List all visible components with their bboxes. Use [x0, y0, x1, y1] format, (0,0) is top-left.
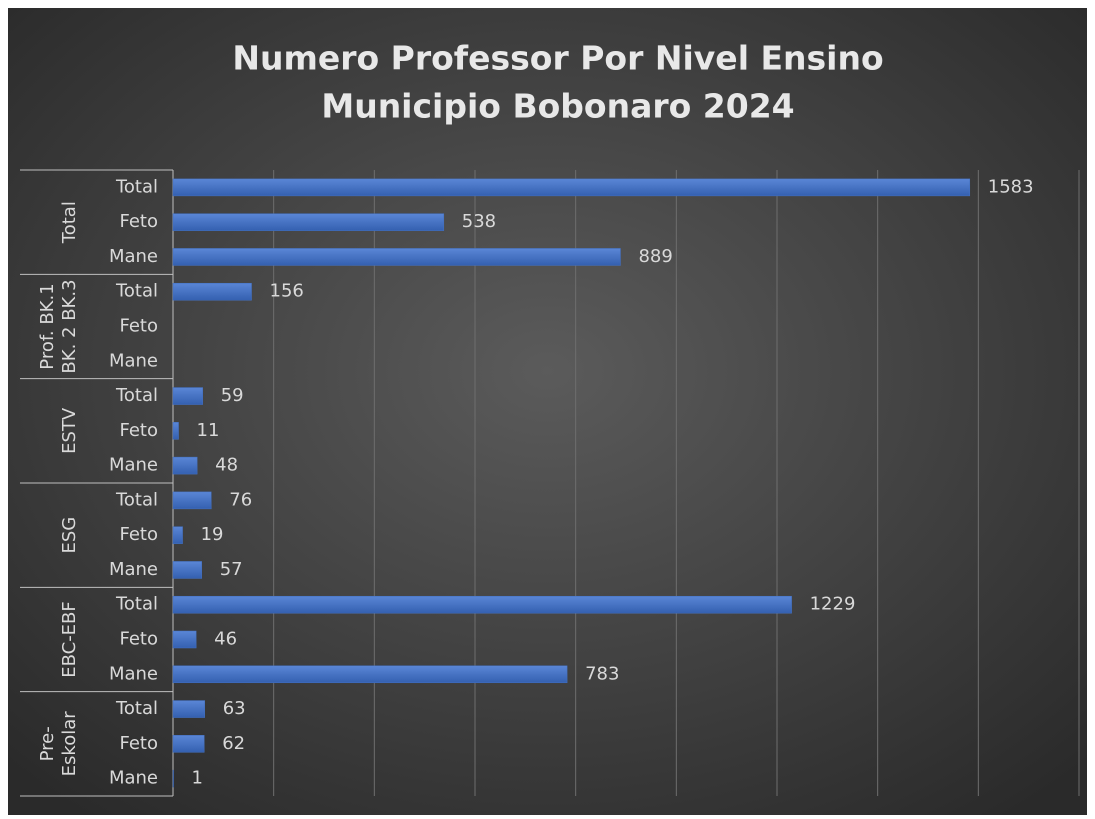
bar — [172, 561, 202, 579]
chart-title: Numero Professor Por Nivel Ensino — [232, 39, 883, 78]
y-tick-label: Mane — [109, 559, 158, 580]
bar — [172, 665, 568, 684]
group-label: ESG — [59, 517, 80, 554]
y-tick-label: Total — [115, 698, 158, 719]
data-label: 76 — [229, 489, 252, 510]
group-label: Eskolar — [59, 711, 80, 777]
group-label: Prof. BK.1 — [37, 283, 58, 369]
bar — [172, 422, 179, 440]
data-label: 1229 — [810, 594, 856, 615]
data-label: 48 — [215, 455, 238, 476]
bar — [172, 735, 205, 753]
data-label: 11 — [197, 420, 220, 441]
chart-background — [8, 8, 1087, 815]
y-tick-label: Feto — [119, 316, 158, 337]
group-label: Pre- — [37, 726, 58, 761]
y-tick-label: Total — [115, 281, 158, 302]
bar — [172, 595, 792, 614]
y-tick-label: Mane — [109, 663, 158, 684]
group-label: BK. 2 BK.3 — [59, 279, 80, 373]
y-tick-label: Feto — [119, 524, 158, 545]
data-label: 783 — [585, 663, 619, 684]
data-label: 538 — [462, 211, 496, 232]
y-tick-label: Feto — [119, 733, 158, 754]
y-tick-label: Feto — [119, 211, 158, 232]
data-label: 19 — [201, 524, 224, 545]
bar — [172, 491, 212, 510]
bar — [172, 178, 971, 197]
group-label: ESTV — [59, 407, 80, 454]
y-tick-label: Total — [115, 385, 158, 406]
group-label: EBC-EBF — [59, 601, 80, 678]
bar — [172, 769, 174, 788]
y-tick-label: Feto — [119, 629, 158, 650]
y-tick-label: Total — [115, 176, 158, 197]
bar — [172, 282, 252, 301]
bar — [172, 387, 203, 405]
y-tick-label: Mane — [109, 350, 158, 371]
bar — [172, 630, 197, 649]
data-label: 62 — [222, 733, 245, 754]
bar — [172, 526, 183, 544]
data-label: 46 — [214, 629, 237, 650]
data-label: 63 — [223, 698, 246, 719]
bar — [172, 213, 445, 231]
y-tick-label: Mane — [109, 768, 158, 789]
group-label: Total — [59, 201, 80, 244]
y-tick-label: Feto — [119, 420, 158, 441]
y-tick-label: Total — [115, 594, 158, 615]
y-tick-label: Mane — [109, 246, 158, 267]
data-label: 57 — [220, 559, 243, 580]
data-label: 1 — [192, 768, 203, 789]
data-label: 889 — [638, 246, 672, 267]
data-label: 156 — [270, 281, 304, 302]
chart-title: Municipio Bobonaro 2024 — [321, 87, 794, 126]
y-tick-label: Mane — [109, 455, 158, 476]
bar — [172, 248, 621, 266]
bar — [172, 700, 205, 718]
bar — [172, 456, 198, 475]
data-label: 1583 — [988, 176, 1034, 197]
data-label: 59 — [221, 385, 244, 406]
y-tick-label: Total — [115, 489, 158, 510]
